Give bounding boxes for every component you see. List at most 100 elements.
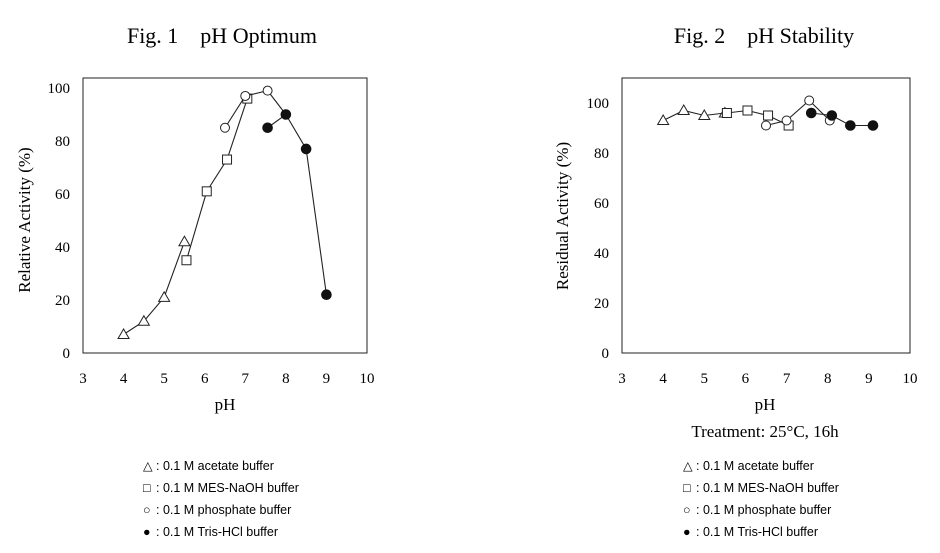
- legend-symbol: △: [143, 459, 153, 473]
- series-line: [267, 113, 327, 295]
- y-tick-label: 0: [602, 346, 610, 362]
- data-point: [280, 109, 292, 120]
- y-axis-label: Residual Activity (%): [553, 142, 572, 290]
- legend-label: : 0.1 M MES-NaOH buffer: [696, 481, 839, 495]
- x-tick-label: 5: [701, 371, 709, 387]
- data-point: [781, 115, 792, 126]
- data-point: [220, 122, 230, 133]
- legend-item-mes: □ : 0.1 M MES-NaOH buffer: [143, 481, 299, 495]
- legend-symbol: □: [143, 481, 151, 495]
- data-point: [157, 290, 171, 302]
- legend-label: : 0.1 M phosphate buffer: [156, 503, 291, 517]
- series-group: [656, 95, 879, 131]
- x-tick-label: 4: [120, 371, 128, 387]
- legend-label: : 0.1 M Tris-HCl buffer: [156, 525, 278, 539]
- legend-item-mes: □ : 0.1 M MES-NaOH buffer: [683, 481, 839, 495]
- y-tick-label: 0: [63, 346, 71, 362]
- y-tick-label: 80: [594, 146, 609, 162]
- series-line: [224, 90, 287, 129]
- data-point: [826, 110, 838, 121]
- data-point: [222, 154, 233, 165]
- x-tick-label: 6: [742, 371, 750, 387]
- series-line: [662, 109, 725, 121]
- legend-item-acetate: △ : 0.1 M acetate buffer: [683, 459, 814, 473]
- data-point: [300, 143, 312, 155]
- data-point: [178, 235, 191, 247]
- y-tick-labels: 0 20 40 60 80 100: [48, 81, 71, 362]
- data-point: [656, 114, 670, 125]
- legend-item-tris: ● : 0.1 M Tris-HCl buffer: [143, 525, 278, 539]
- data-point: [240, 90, 251, 101]
- plot-frame: [82, 77, 368, 354]
- legend-label: : 0.1 M phosphate buffer: [696, 503, 831, 517]
- y-tick-label: 60: [594, 196, 609, 212]
- legend-left: △ : 0.1 M acetate buffer □ : 0.1 M MES-N…: [143, 459, 299, 539]
- y-tick-label: 20: [594, 296, 609, 312]
- data-point: [201, 186, 212, 197]
- legend-symbol: ○: [143, 503, 151, 517]
- x-axis-label: pH: [215, 395, 236, 414]
- data-point: [763, 110, 774, 121]
- chart-ph-optimum: Fig. 1 pH Optimum 0 20 40 60 80 100 3 4 5 6 7 8 9 10…: [15, 23, 375, 414]
- x-tick-labels: 3 4 5 6 7 8 9 10: [79, 371, 374, 387]
- data-point: [117, 327, 130, 339]
- legend-label: : 0.1 M acetate buffer: [696, 459, 814, 473]
- legend-symbol: ○: [683, 503, 691, 517]
- data-point: [721, 108, 732, 118]
- data-point: [742, 105, 753, 116]
- series-line: [123, 241, 185, 335]
- data-point: [697, 109, 711, 120]
- legend-item-phosphate: ○ : 0.1 M phosphate buffer: [143, 503, 291, 517]
- y-tick-label: 80: [55, 134, 70, 150]
- data-point: [804, 95, 815, 106]
- data-point: [262, 122, 273, 134]
- legend-item-tris: ● : 0.1 M Tris-HCl buffer: [683, 525, 818, 539]
- data-point: [845, 120, 856, 131]
- x-tick-label: 9: [865, 371, 873, 387]
- legend-right: △ : 0.1 M acetate buffer □ : 0.1 M MES-N…: [683, 459, 839, 539]
- x-tick-label: 10: [903, 371, 918, 387]
- data-point: [761, 120, 771, 131]
- x-tick-label: 9: [323, 371, 331, 387]
- x-tick-label: 3: [618, 371, 626, 387]
- legend-symbol: △: [683, 459, 693, 473]
- y-tick-labels: 0 20 40 60 80 100: [587, 96, 610, 362]
- plot-frame: [621, 77, 911, 354]
- x-tick-label: 10: [360, 371, 375, 387]
- data-point: [262, 85, 273, 96]
- legend-label: : 0.1 M Tris-HCl buffer: [696, 525, 818, 539]
- series-line: [185, 98, 248, 261]
- x-tick-label: 3: [79, 371, 87, 387]
- x-tick-label: 7: [242, 371, 250, 387]
- series-group: [117, 85, 332, 339]
- series-line: [726, 109, 789, 126]
- data-point: [677, 104, 691, 115]
- series-line: [765, 99, 831, 127]
- treatment-note: Treatment: 25°C, 16h: [691, 422, 839, 441]
- x-tick-label: 6: [201, 371, 209, 387]
- x-axis-label: pH: [755, 395, 776, 414]
- legend-item-phosphate: ○ : 0.1 M phosphate buffer: [683, 503, 831, 517]
- legend-label: : 0.1 M MES-NaOH buffer: [156, 481, 299, 495]
- x-tick-label: 4: [659, 371, 667, 387]
- x-tick-label: 8: [282, 371, 290, 387]
- x-tick-label: 8: [824, 371, 832, 387]
- x-tick-label: 5: [160, 371, 168, 387]
- chart-ph-stability: Fig. 2 pH Stability 0 20 40 60 80 100 3 4 5 6 7 8 9…: [553, 23, 918, 441]
- data-point: [321, 289, 332, 301]
- legend-symbol: □: [683, 481, 691, 495]
- y-tick-label: 60: [55, 187, 70, 203]
- data-point: [805, 107, 817, 119]
- y-tick-label: 20: [55, 293, 70, 309]
- chart-title: Fig. 2 pH Stability: [674, 23, 854, 48]
- y-tick-label: 40: [55, 240, 70, 256]
- data-point: [181, 255, 192, 266]
- chart-title: Fig. 1 pH Optimum: [127, 23, 317, 48]
- y-tick-label: 100: [48, 81, 71, 97]
- x-tick-label: 7: [783, 371, 791, 387]
- data-point: [137, 314, 151, 326]
- y-tick-label: 40: [594, 246, 609, 262]
- y-tick-label: 100: [587, 96, 610, 112]
- legend-symbol: ●: [143, 525, 151, 539]
